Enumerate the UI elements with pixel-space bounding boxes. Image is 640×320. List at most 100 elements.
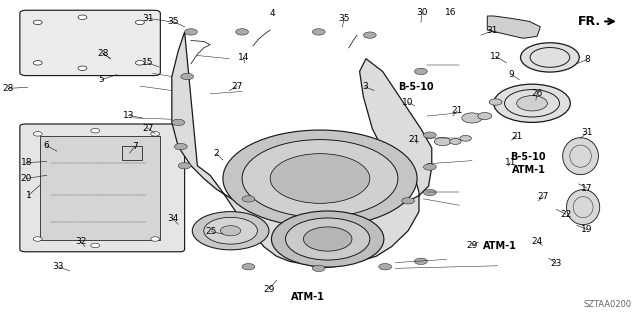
Text: 9: 9 bbox=[509, 70, 515, 79]
Circle shape bbox=[424, 189, 436, 196]
Polygon shape bbox=[487, 16, 540, 38]
Circle shape bbox=[78, 66, 87, 70]
Text: 27: 27 bbox=[142, 124, 153, 132]
Text: 31: 31 bbox=[486, 27, 498, 36]
Circle shape bbox=[303, 227, 352, 251]
Text: 29: 29 bbox=[467, 241, 477, 250]
Text: 16: 16 bbox=[445, 8, 457, 17]
Text: 23: 23 bbox=[550, 259, 562, 268]
Text: B-5-10: B-5-10 bbox=[398, 82, 433, 92]
Circle shape bbox=[178, 163, 191, 169]
Text: 20: 20 bbox=[20, 174, 32, 183]
Circle shape bbox=[415, 258, 428, 265]
Text: 17: 17 bbox=[581, 184, 593, 193]
Text: 25: 25 bbox=[205, 227, 217, 236]
Circle shape bbox=[78, 15, 87, 20]
Text: 29: 29 bbox=[263, 284, 275, 293]
Text: 7: 7 bbox=[132, 142, 138, 151]
Text: ATM-1: ATM-1 bbox=[483, 241, 516, 251]
Circle shape bbox=[460, 135, 471, 141]
Circle shape bbox=[516, 96, 547, 111]
Circle shape bbox=[242, 196, 255, 202]
Circle shape bbox=[220, 226, 241, 236]
Text: ATM-1: ATM-1 bbox=[511, 164, 545, 174]
Circle shape bbox=[402, 197, 415, 204]
Circle shape bbox=[91, 243, 100, 248]
Text: SZTAA0200: SZTAA0200 bbox=[584, 300, 632, 309]
Circle shape bbox=[223, 130, 417, 227]
Text: 22: 22 bbox=[560, 210, 572, 219]
Text: 6: 6 bbox=[44, 141, 49, 150]
Circle shape bbox=[151, 237, 160, 241]
Text: 14: 14 bbox=[237, 53, 249, 62]
Text: 28: 28 bbox=[97, 49, 109, 58]
Text: 4: 4 bbox=[269, 9, 275, 18]
Text: 3: 3 bbox=[362, 82, 367, 91]
Text: 15: 15 bbox=[142, 58, 154, 67]
Text: B-5-10: B-5-10 bbox=[510, 152, 546, 162]
Circle shape bbox=[192, 212, 269, 250]
Text: 1: 1 bbox=[26, 190, 31, 200]
Text: 24: 24 bbox=[531, 237, 543, 246]
Text: 2: 2 bbox=[214, 149, 220, 158]
Circle shape bbox=[180, 73, 193, 80]
FancyBboxPatch shape bbox=[20, 124, 184, 252]
Text: 21: 21 bbox=[511, 132, 522, 140]
Circle shape bbox=[242, 264, 255, 270]
Circle shape bbox=[462, 113, 482, 123]
Text: 10: 10 bbox=[403, 98, 414, 107]
Text: 27: 27 bbox=[231, 82, 243, 91]
Circle shape bbox=[204, 217, 257, 244]
Text: 30: 30 bbox=[417, 8, 428, 17]
Circle shape bbox=[435, 137, 451, 146]
Text: FR.: FR. bbox=[578, 15, 601, 28]
Text: 28: 28 bbox=[3, 84, 14, 93]
Circle shape bbox=[312, 265, 325, 271]
Circle shape bbox=[136, 60, 145, 65]
Ellipse shape bbox=[566, 190, 600, 225]
Circle shape bbox=[136, 20, 145, 25]
Circle shape bbox=[151, 132, 160, 136]
Circle shape bbox=[312, 29, 325, 35]
Text: 26: 26 bbox=[531, 89, 543, 98]
Text: ATM-1: ATM-1 bbox=[291, 292, 325, 302]
Text: 5: 5 bbox=[99, 75, 104, 84]
FancyBboxPatch shape bbox=[40, 136, 161, 240]
Text: 19: 19 bbox=[581, 225, 593, 234]
Circle shape bbox=[174, 143, 187, 150]
Circle shape bbox=[91, 128, 100, 133]
Circle shape bbox=[424, 132, 436, 138]
Text: 32: 32 bbox=[75, 237, 86, 246]
Circle shape bbox=[477, 113, 492, 120]
Circle shape bbox=[270, 154, 370, 203]
Text: 21: 21 bbox=[409, 135, 420, 144]
Text: 27: 27 bbox=[538, 192, 549, 201]
Text: 33: 33 bbox=[52, 262, 64, 271]
Text: 13: 13 bbox=[123, 111, 134, 120]
Circle shape bbox=[450, 139, 461, 144]
Text: 31: 31 bbox=[142, 14, 154, 23]
Circle shape bbox=[285, 218, 370, 260]
Text: 31: 31 bbox=[581, 128, 593, 137]
Text: 12: 12 bbox=[490, 52, 501, 61]
FancyBboxPatch shape bbox=[20, 10, 161, 76]
Circle shape bbox=[242, 140, 398, 217]
Text: 11: 11 bbox=[504, 158, 516, 167]
Text: 35: 35 bbox=[168, 17, 179, 26]
FancyBboxPatch shape bbox=[122, 146, 143, 160]
Text: 35: 35 bbox=[339, 14, 350, 23]
Circle shape bbox=[172, 119, 184, 125]
Circle shape bbox=[489, 99, 502, 105]
Text: 8: 8 bbox=[584, 55, 590, 64]
Circle shape bbox=[33, 20, 42, 25]
Text: 21: 21 bbox=[452, 106, 463, 115]
Circle shape bbox=[379, 264, 392, 270]
Circle shape bbox=[33, 237, 42, 241]
Circle shape bbox=[33, 132, 42, 136]
Text: 18: 18 bbox=[20, 158, 32, 167]
PathPatch shape bbox=[172, 32, 432, 268]
Circle shape bbox=[415, 68, 428, 75]
Ellipse shape bbox=[563, 138, 598, 175]
Circle shape bbox=[520, 43, 579, 72]
Circle shape bbox=[364, 32, 376, 38]
